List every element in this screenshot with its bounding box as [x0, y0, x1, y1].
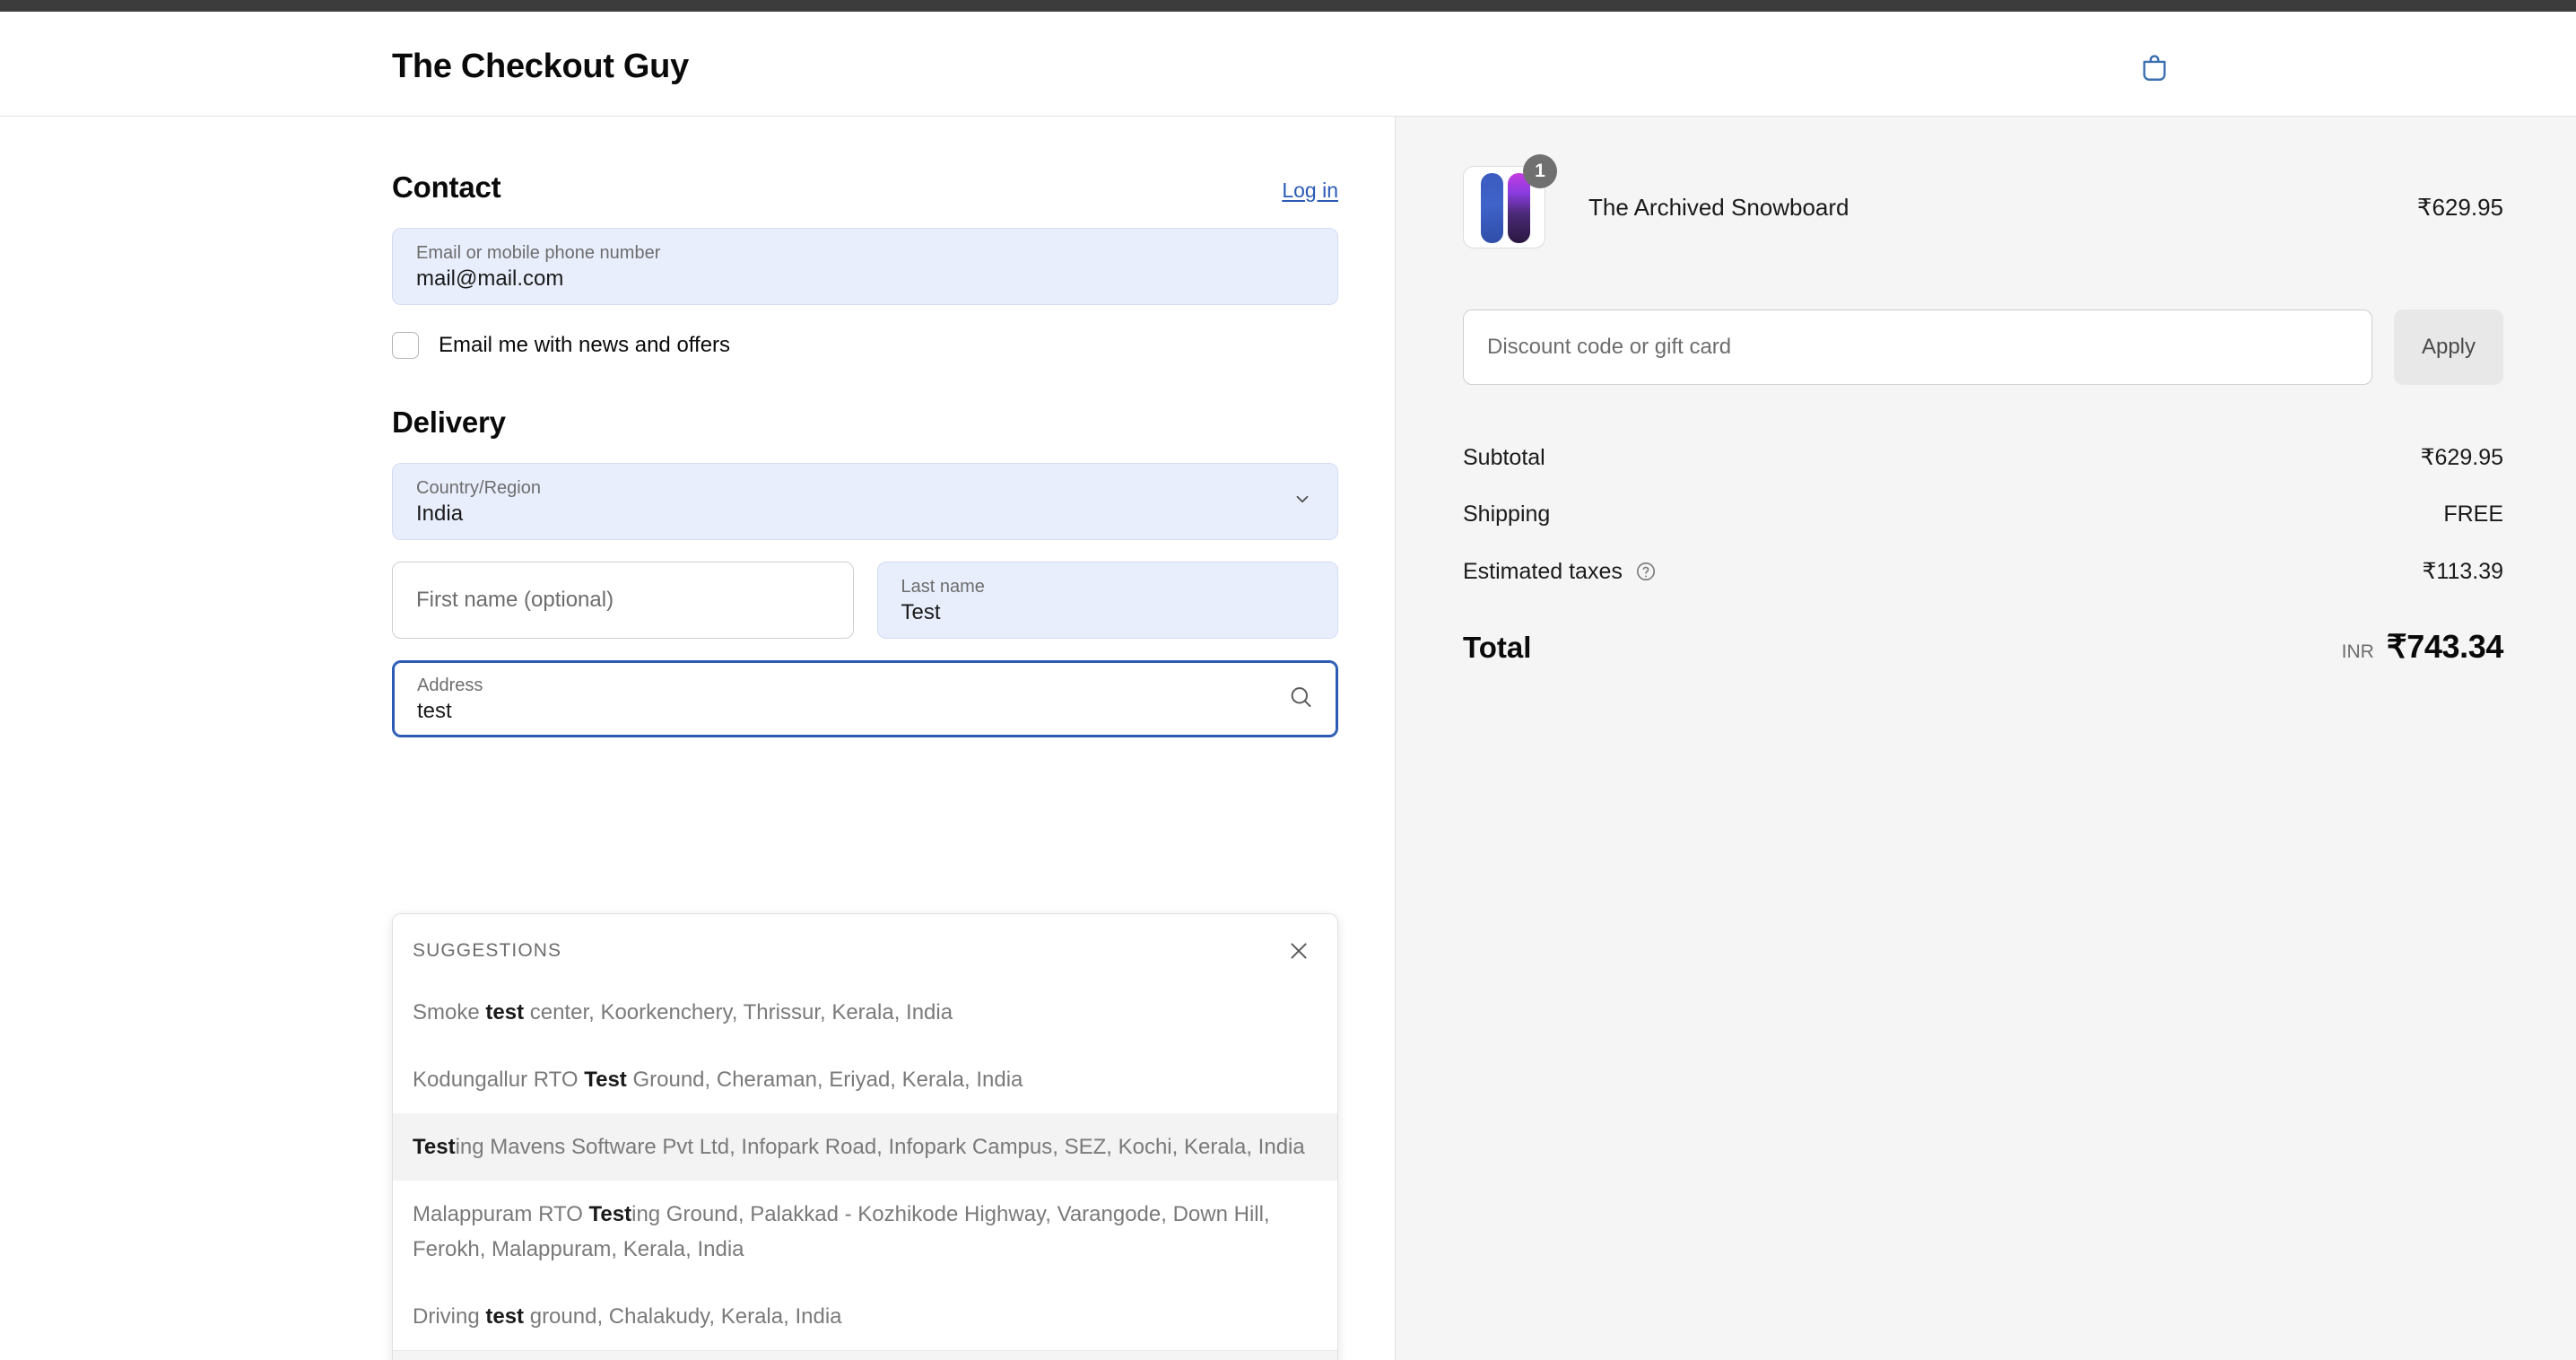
suggestion-text: Kodungallur RTO	[413, 1068, 585, 1092]
total-line-label: Subtotal	[1463, 445, 1545, 471]
spacer	[392, 540, 1338, 562]
suggestion-match-text: Test	[584, 1068, 627, 1092]
grand-total-row: Total INR ₹743.34	[1463, 628, 2503, 666]
newsletter-checkbox[interactable]	[392, 332, 419, 359]
total-currency: INR	[2341, 641, 2374, 662]
suggestion-item[interactable]: Testing Mavens Software Pvt Ltd, Infopar…	[393, 1113, 1337, 1181]
total-line: Subtotal ₹629.95	[1463, 444, 2503, 471]
total-amount: ₹743.34	[2386, 628, 2504, 665]
total-line-value: ₹113.39	[2422, 559, 2503, 584]
email-field[interactable]: Email or mobile phone number mail@mail.c…	[392, 228, 1338, 305]
apply-discount-button[interactable]: Apply	[2394, 309, 2503, 385]
snowboard-blue-graphic	[1481, 173, 1503, 243]
suggestion-text: Malappuram RTO	[413, 1202, 589, 1226]
spacer	[392, 639, 1338, 660]
discount-code-input[interactable]: Discount code or gift card	[1463, 309, 2372, 385]
total-line-label-text: Estimated taxes	[1463, 558, 1623, 584]
site-header: The Checkout Guy	[0, 12, 2576, 117]
product-price: ₹629.95	[2416, 193, 2503, 221]
suggestion-text: center, Koorkenchery, Thrissur, Kerala, …	[524, 1000, 953, 1024]
first-name-input[interactable]: First name (optional)	[392, 562, 854, 639]
order-summary: 1 The Archived Snowboard ₹629.95 Discoun…	[1463, 154, 2503, 666]
cart-button[interactable]	[2135, 50, 2174, 90]
checkout-form: Contact Log in Email or mobile phone num…	[392, 170, 1338, 737]
browser-chrome-strip	[0, 0, 2576, 12]
question-circle-icon[interactable]	[1635, 561, 1657, 582]
address-label: Address	[417, 676, 483, 695]
country-label: Country/Region	[416, 478, 541, 498]
total-label: Total	[1463, 631, 1532, 664]
page-title: The Checkout Guy	[392, 48, 689, 85]
suggestion-item[interactable]: Driving test ground, Chalakudy, Kerala, …	[393, 1283, 1337, 1350]
suggestions-title: SUGGESTIONS	[413, 940, 562, 961]
suggestions-footer: powered by Google	[393, 1350, 1337, 1360]
address-value: test	[417, 699, 452, 723]
suggestion-text: Driving	[413, 1304, 486, 1329]
discount-row: Discount code or gift card Apply	[1463, 309, 2503, 385]
shopping-bag-icon	[2139, 53, 2170, 88]
line-item-row: 1 The Archived Snowboard ₹629.95	[1463, 154, 2503, 248]
log-in-link[interactable]: Log in	[1282, 179, 1338, 202]
checkout-form-column: Contact Log in Email or mobile phone num…	[0, 117, 1395, 1360]
order-summary-column: 1 The Archived Snowboard ₹629.95 Discoun…	[1395, 117, 2576, 1360]
total-line-label-text: Subtotal	[1463, 444, 1545, 470]
newsletter-label: Email me with news and offers	[439, 333, 731, 357]
suggestions-header: SUGGESTIONS	[393, 914, 1337, 979]
suggestion-text: Ground, Cheraman, Eriyad, Kerala, India	[626, 1068, 1023, 1092]
suggestion-match-text: Test	[413, 1135, 456, 1159]
contact-heading: Contact	[392, 170, 501, 204]
total-amount-group: INR ₹743.34	[2341, 628, 2504, 666]
address-input[interactable]: Address test	[392, 660, 1338, 737]
email-field-label: Email or mobile phone number	[416, 243, 661, 263]
country-value: India	[416, 501, 464, 526]
quantity-badge: 1	[1523, 154, 1557, 188]
suggestion-text: ground, Chalakudy, Kerala, India	[524, 1304, 842, 1329]
suggestions-list: Smoke test center, Koorkenchery, Thrissu…	[393, 979, 1337, 1350]
close-icon[interactable]	[1287, 939, 1310, 963]
first-name-placeholder: First name (optional)	[416, 588, 614, 612]
total-line-label-text: Shipping	[1463, 501, 1551, 527]
suggestion-text: Smoke	[413, 1000, 486, 1024]
total-line-value: FREE	[2443, 501, 2503, 527]
address-suggestions-dropdown: SUGGESTIONS Smoke test center, Koorkench…	[392, 913, 1338, 1360]
total-line-label: Estimated taxes	[1463, 559, 1657, 585]
snowboard-purple-graphic	[1508, 173, 1530, 243]
suggestion-text: ing Ground, Palakkad - Kozhikode Highway…	[413, 1202, 1270, 1261]
last-name-input[interactable]: Last name Test	[876, 562, 1338, 639]
total-line-label: Shipping	[1463, 501, 1550, 527]
total-line: Estimated taxes ₹113.39	[1463, 558, 2503, 585]
suggestion-item[interactable]: Smoke test center, Koorkenchery, Thrissu…	[393, 979, 1337, 1046]
email-field-value: mail@mail.com	[416, 266, 564, 291]
contact-section-header: Contact Log in	[392, 170, 1338, 205]
product-thumbnail-wrap: 1	[1463, 154, 1557, 248]
delivery-heading: Delivery	[392, 405, 506, 439]
suggestion-match-text: test	[485, 1000, 525, 1024]
suggestion-item[interactable]: Malappuram RTO Testing Ground, Palakkad …	[393, 1181, 1337, 1283]
suggestion-item[interactable]: Kodungallur RTO Test Ground, Cheraman, E…	[393, 1046, 1337, 1113]
suggestion-text: ing Mavens Software Pvt Ltd, Infopark Ro…	[455, 1135, 1305, 1159]
last-name-label: Last name	[901, 577, 985, 597]
country-select[interactable]: Country/Region India	[392, 463, 1338, 540]
delivery-section-header: Delivery	[392, 405, 1338, 440]
newsletter-row[interactable]: Email me with news and offers	[392, 332, 1338, 359]
product-name: The Archived Snowboard	[1588, 193, 1849, 221]
search-icon[interactable]	[1288, 684, 1313, 714]
suggestion-match-text: test	[485, 1304, 525, 1329]
last-name-value: Test	[901, 600, 941, 624]
total-line-value: ₹629.95	[2420, 445, 2503, 470]
suggestion-match-text: Test	[588, 1202, 632, 1226]
total-line: Shipping FREE	[1463, 501, 2503, 527]
totals-list: Subtotal ₹629.95 Shipping FREE Estimated tax…	[1463, 444, 2503, 585]
name-row: First name (optional) Last name Test	[392, 562, 1338, 639]
